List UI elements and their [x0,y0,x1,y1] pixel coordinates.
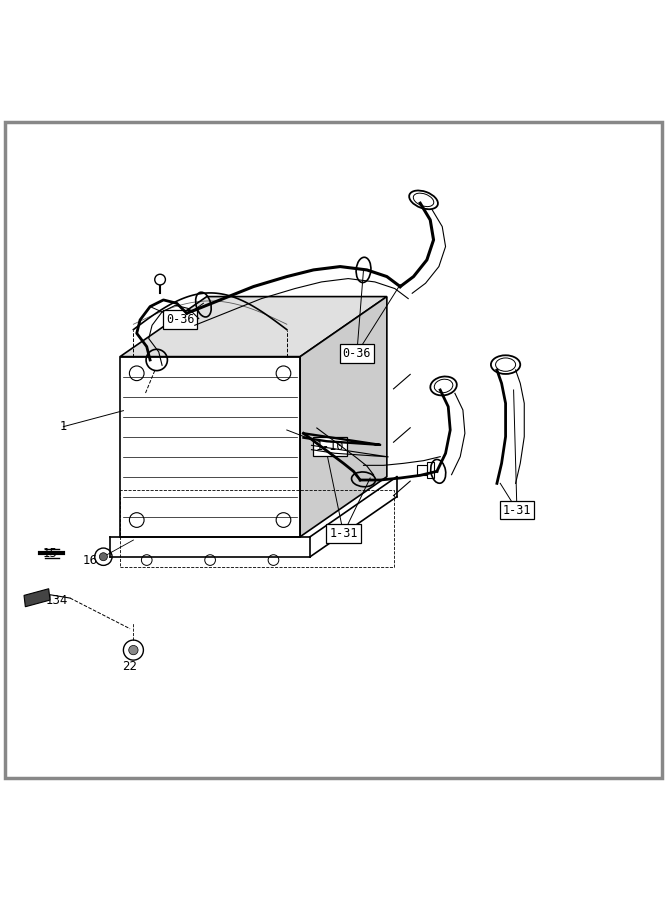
Text: 22: 22 [123,661,137,673]
Circle shape [129,645,138,655]
Circle shape [155,274,165,285]
Text: 1-10: 1-10 [316,440,344,454]
Text: 0-36: 0-36 [166,313,194,327]
Text: 134: 134 [45,594,68,607]
Text: 1-31: 1-31 [329,526,358,540]
Polygon shape [120,297,387,356]
Text: 1-31: 1-31 [503,503,531,517]
Circle shape [99,553,107,561]
Text: 1: 1 [59,420,67,433]
Text: 0-36: 0-36 [343,346,371,360]
Text: 16: 16 [83,554,97,567]
Text: 15: 15 [43,547,57,560]
Polygon shape [24,589,50,607]
Polygon shape [300,297,387,536]
